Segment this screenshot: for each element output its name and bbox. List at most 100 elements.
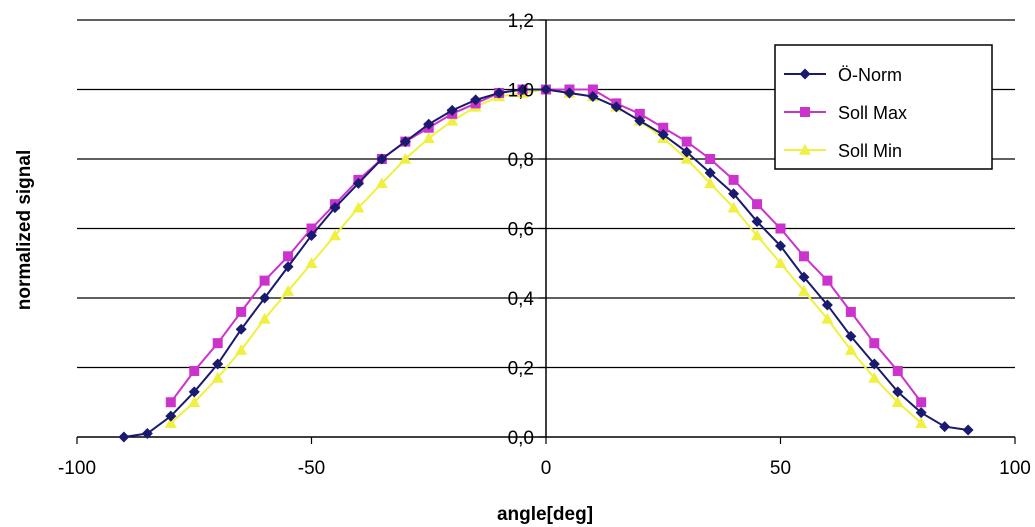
data-point xyxy=(446,104,458,116)
data-point xyxy=(728,174,739,185)
data-point xyxy=(845,330,857,342)
data-point xyxy=(563,87,575,99)
data-point xyxy=(258,312,271,324)
data-point xyxy=(422,132,435,143)
data-point xyxy=(376,153,388,165)
data-point xyxy=(235,344,248,355)
legend-label: Soll Max xyxy=(838,103,907,123)
data-point xyxy=(774,257,787,269)
data-point xyxy=(891,396,904,408)
data-point xyxy=(681,146,693,158)
data-point xyxy=(259,292,271,304)
data-point xyxy=(705,154,716,164)
x-tick-label: 50 xyxy=(770,458,791,479)
y-tick-label: 0,8 xyxy=(508,150,534,171)
data-point xyxy=(727,201,740,213)
data-point xyxy=(634,115,646,127)
x-tick-label: 0 xyxy=(541,458,552,479)
y-tick-label: 0,2 xyxy=(508,359,534,380)
data-point xyxy=(399,136,411,148)
data-point xyxy=(797,285,810,296)
data-point xyxy=(728,188,740,200)
data-point xyxy=(306,223,317,234)
data-point xyxy=(236,306,247,317)
data-point xyxy=(704,167,716,179)
data-point xyxy=(822,275,833,286)
legend-label: Soll Min xyxy=(838,141,902,161)
data-point xyxy=(328,229,341,241)
data-point xyxy=(658,122,669,133)
y-tick-label: 0,0 xyxy=(508,428,534,449)
data-point xyxy=(962,424,974,436)
data-point xyxy=(517,84,529,95)
data-point xyxy=(751,229,764,241)
data-point xyxy=(939,421,951,433)
data-point xyxy=(798,271,810,283)
data-point xyxy=(165,397,176,408)
data-point xyxy=(118,431,130,443)
legend-marker xyxy=(799,144,811,155)
data-point xyxy=(399,153,412,164)
data-point xyxy=(868,358,880,370)
data-point xyxy=(352,177,364,189)
data-point xyxy=(282,285,295,296)
data-point xyxy=(916,397,927,408)
data-point xyxy=(892,386,904,398)
data-point xyxy=(844,344,857,355)
series-layer xyxy=(118,83,974,443)
x-tick-label: -100 xyxy=(58,458,96,479)
data-point xyxy=(821,312,834,324)
legend-label: Ö-Norm xyxy=(838,65,902,85)
data-point xyxy=(446,114,459,126)
data-point xyxy=(375,177,388,189)
x-tick-label: -50 xyxy=(298,458,325,479)
data-point xyxy=(869,338,880,349)
data-point xyxy=(212,358,224,370)
legend-marker xyxy=(799,68,811,80)
data-point xyxy=(423,118,435,130)
data-point xyxy=(634,108,645,119)
data-point xyxy=(493,87,505,99)
data-point xyxy=(211,371,224,383)
y-axis-title: normalized signal xyxy=(14,150,35,310)
data-point xyxy=(704,177,717,189)
data-point xyxy=(775,223,786,234)
data-point xyxy=(235,323,247,335)
y-tick-label: 0,6 xyxy=(508,220,534,241)
data-point xyxy=(305,257,318,269)
data-point xyxy=(165,410,177,422)
data-point xyxy=(798,251,809,262)
data-point xyxy=(470,94,482,106)
y-tick-label: 1,2 xyxy=(508,11,534,32)
data-point xyxy=(587,90,599,102)
data-point xyxy=(752,199,763,210)
y-tick-label: 1,0 xyxy=(508,81,534,102)
data-point xyxy=(189,365,200,376)
data-point xyxy=(212,338,223,349)
data-point xyxy=(188,396,201,408)
data-point xyxy=(329,202,341,214)
data-point xyxy=(259,275,270,286)
data-point xyxy=(751,216,763,228)
data-point xyxy=(306,229,317,241)
data-point xyxy=(775,240,786,252)
tick-labels: -100 -50 0 50 100 0,0 0,2 0,4 0,6 0,8 1,0 1,2 xyxy=(58,11,1031,479)
data-point xyxy=(283,251,294,262)
legend-box xyxy=(774,44,993,170)
x-tick-label: 100 xyxy=(999,458,1031,479)
data-point xyxy=(681,136,692,147)
series-0 xyxy=(118,84,974,443)
data-point xyxy=(680,153,693,164)
data-point xyxy=(141,428,153,440)
x-axis-title: angle[deg] xyxy=(497,504,593,525)
data-point xyxy=(845,306,856,317)
legend: Ö-Norm Soll Max Soll Min xyxy=(774,44,993,170)
data-point xyxy=(892,365,903,376)
y-tick-label: 0,4 xyxy=(508,289,535,310)
data-point xyxy=(657,129,669,141)
data-point xyxy=(282,261,294,273)
data-point xyxy=(164,417,177,428)
data-point xyxy=(915,407,927,419)
legend-items: Ö-Norm Soll Max Soll Min xyxy=(784,65,907,161)
